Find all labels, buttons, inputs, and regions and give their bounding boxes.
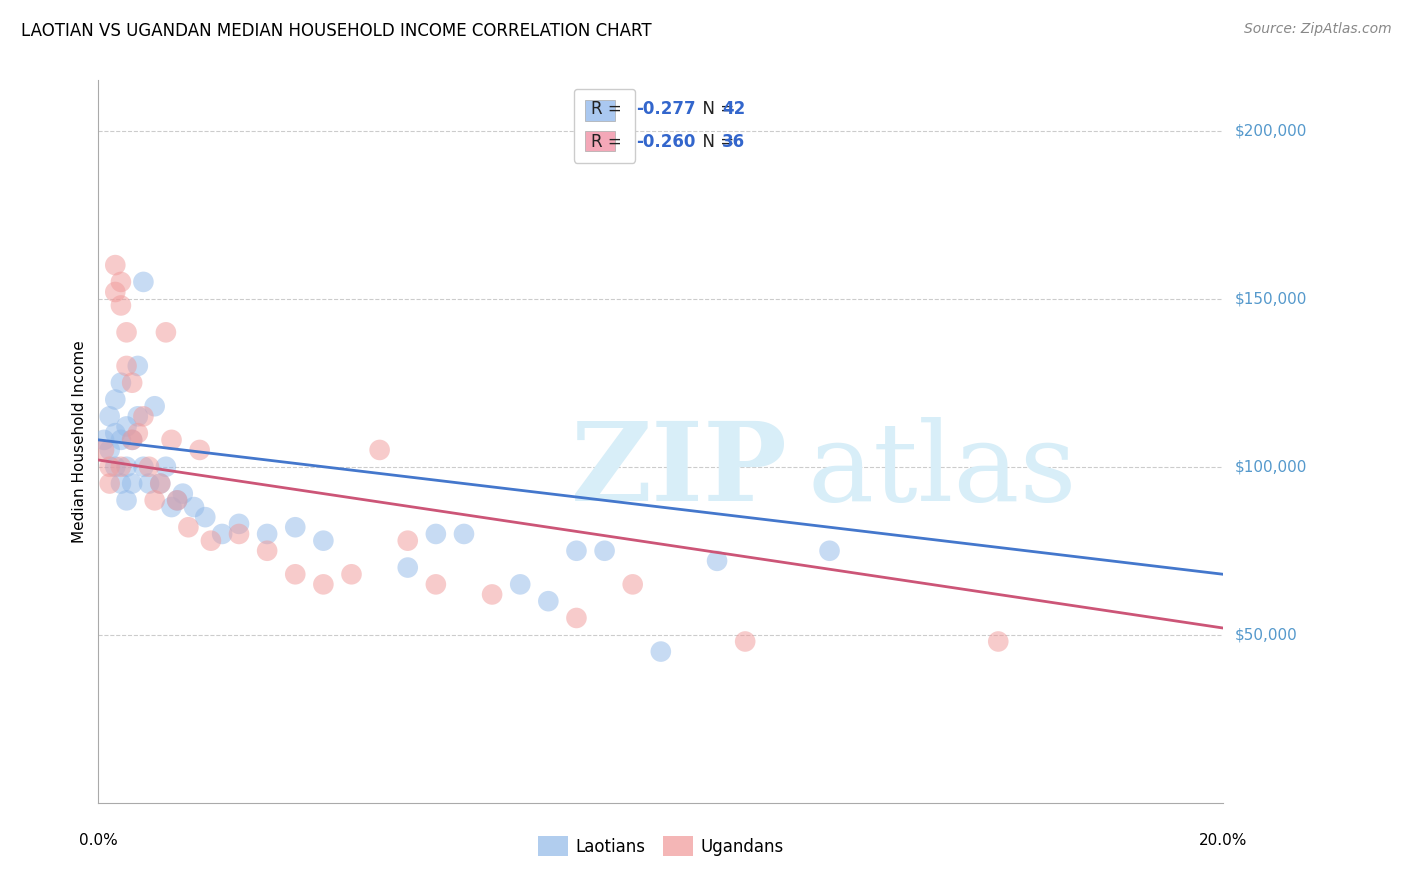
Text: $200,000: $200,000 — [1234, 123, 1306, 138]
Point — [115, 419, 138, 434]
Point — [132, 459, 155, 474]
Point — [110, 298, 132, 312]
Point — [284, 520, 307, 534]
Point — [143, 493, 166, 508]
Text: LAOTIAN VS UGANDAN MEDIAN HOUSEHOLD INCOME CORRELATION CHART: LAOTIAN VS UGANDAN MEDIAN HOUSEHOLD INCO… — [21, 22, 652, 40]
Point — [621, 577, 644, 591]
Point — [312, 577, 335, 591]
Point — [115, 359, 138, 373]
Text: R =: R = — [591, 133, 627, 151]
Point — [149, 476, 172, 491]
Point — [172, 486, 194, 500]
Point — [987, 634, 1010, 648]
Point — [481, 587, 503, 601]
Point — [127, 409, 149, 424]
Text: atlas: atlas — [807, 417, 1077, 524]
Point — [155, 459, 177, 474]
Point — [115, 326, 138, 340]
Point — [183, 500, 205, 514]
Point — [228, 527, 250, 541]
Point — [211, 527, 233, 541]
Point — [818, 543, 841, 558]
Point — [110, 433, 132, 447]
Point — [188, 442, 211, 457]
Text: 20.0%: 20.0% — [1199, 833, 1247, 848]
Point — [160, 500, 183, 514]
Point — [110, 459, 132, 474]
Text: N =: N = — [692, 100, 740, 119]
Point — [256, 527, 278, 541]
Point — [177, 520, 200, 534]
Point — [104, 426, 127, 441]
Text: -0.260: -0.260 — [636, 133, 696, 151]
Point — [228, 516, 250, 531]
Point — [312, 533, 335, 548]
Point — [110, 275, 132, 289]
Point — [93, 442, 115, 457]
Point — [396, 533, 419, 548]
Text: ZIP: ZIP — [571, 417, 787, 524]
Point — [127, 359, 149, 373]
Point — [121, 433, 143, 447]
Point — [121, 376, 143, 390]
Point — [121, 476, 143, 491]
Point — [138, 459, 160, 474]
Point — [110, 376, 132, 390]
Point — [166, 493, 188, 508]
Text: -0.277: -0.277 — [636, 100, 696, 119]
Text: $100,000: $100,000 — [1234, 459, 1306, 475]
Point — [93, 433, 115, 447]
Point — [132, 275, 155, 289]
Point — [593, 543, 616, 558]
Point — [115, 459, 138, 474]
Point — [121, 433, 143, 447]
Point — [104, 459, 127, 474]
Point — [256, 543, 278, 558]
Point — [166, 493, 188, 508]
Point — [706, 554, 728, 568]
Point — [138, 476, 160, 491]
Point — [194, 510, 217, 524]
Point — [98, 459, 121, 474]
Text: 42: 42 — [721, 100, 745, 119]
Point — [537, 594, 560, 608]
Text: R =: R = — [591, 100, 627, 119]
Point — [132, 409, 155, 424]
Point — [104, 258, 127, 272]
Point — [565, 611, 588, 625]
Text: $50,000: $50,000 — [1234, 627, 1298, 642]
Text: 36: 36 — [721, 133, 745, 151]
Y-axis label: Median Household Income: Median Household Income — [72, 340, 87, 543]
Text: N =: N = — [692, 133, 740, 151]
Point — [284, 567, 307, 582]
Point — [160, 433, 183, 447]
Point — [143, 399, 166, 413]
Point — [98, 442, 121, 457]
Point — [396, 560, 419, 574]
Point — [149, 476, 172, 491]
Point — [104, 392, 127, 407]
Point — [155, 326, 177, 340]
Point — [734, 634, 756, 648]
Point — [453, 527, 475, 541]
Point — [650, 644, 672, 658]
Point — [425, 577, 447, 591]
Point — [368, 442, 391, 457]
Point — [115, 493, 138, 508]
Point — [104, 285, 127, 299]
Text: $150,000: $150,000 — [1234, 291, 1306, 306]
Point — [200, 533, 222, 548]
Point — [340, 567, 363, 582]
Point — [509, 577, 531, 591]
Point — [98, 476, 121, 491]
Point — [127, 426, 149, 441]
Point — [110, 476, 132, 491]
Point — [425, 527, 447, 541]
Text: Source: ZipAtlas.com: Source: ZipAtlas.com — [1244, 22, 1392, 37]
Point — [565, 543, 588, 558]
Point — [98, 409, 121, 424]
Legend: Laotians, Ugandans: Laotians, Ugandans — [531, 830, 790, 863]
Text: 0.0%: 0.0% — [79, 833, 118, 848]
